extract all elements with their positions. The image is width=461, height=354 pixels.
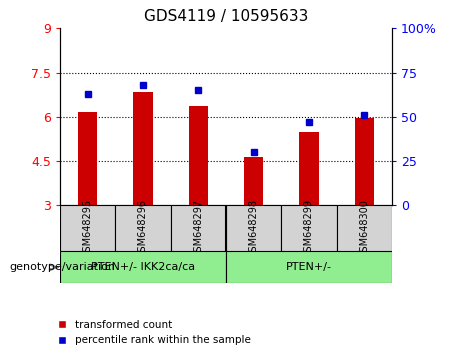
Bar xyxy=(244,156,263,205)
Text: GSM648300: GSM648300 xyxy=(359,199,369,258)
Text: GSM648297: GSM648297 xyxy=(193,199,203,258)
Legend: transformed count, percentile rank within the sample: transformed count, percentile rank withi… xyxy=(51,320,251,345)
Bar xyxy=(60,251,226,283)
Bar xyxy=(115,205,171,251)
Text: GSM648296: GSM648296 xyxy=(138,199,148,258)
Text: GSM648295: GSM648295 xyxy=(83,199,93,258)
Text: PTEN+/-: PTEN+/- xyxy=(286,262,332,272)
Title: GDS4119 / 10595633: GDS4119 / 10595633 xyxy=(144,9,308,24)
Text: GSM648298: GSM648298 xyxy=(248,199,259,258)
Text: PTEN+/- IKK2ca/ca: PTEN+/- IKK2ca/ca xyxy=(91,262,195,272)
Bar xyxy=(355,118,374,205)
Bar xyxy=(78,113,97,205)
Bar xyxy=(299,132,319,205)
Text: GSM648299: GSM648299 xyxy=(304,199,314,258)
Bar xyxy=(226,205,281,251)
Bar xyxy=(281,205,337,251)
Bar xyxy=(171,205,226,251)
Bar xyxy=(337,205,392,251)
Text: genotype/variation: genotype/variation xyxy=(9,262,115,272)
Bar xyxy=(226,251,392,283)
Bar xyxy=(60,205,115,251)
Bar xyxy=(189,107,208,205)
Bar xyxy=(133,92,153,205)
